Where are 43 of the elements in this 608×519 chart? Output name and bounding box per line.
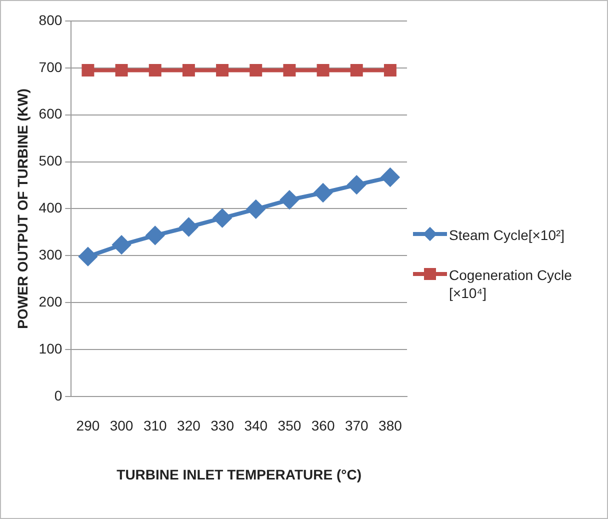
x-tick-label: 330: [210, 418, 234, 434]
x-tick-label: 310: [143, 418, 168, 434]
point: [314, 184, 332, 202]
x-tick-label: 300: [110, 418, 134, 434]
x-tick-label: 340: [244, 418, 268, 434]
legend-label: Cogeneration Cycle [×10⁴]: [449, 266, 573, 302]
point: [146, 226, 164, 244]
x-tick-label: 350: [278, 418, 302, 434]
point: [246, 200, 265, 218]
y-axis-title: POWER OUTPUT OF TURBINE (KW): [14, 88, 30, 329]
legend-label: Steam Cycle[×10²]: [449, 226, 566, 244]
y-tick-label: 700: [38, 58, 62, 75]
y-tick-label: 400: [38, 200, 62, 216]
y-tick-label: 800: [38, 12, 62, 28]
y-tick-label: 500: [38, 152, 62, 169]
x-tick-label: 320: [177, 418, 201, 434]
point: [381, 168, 400, 186]
point: [216, 64, 229, 77]
point: [213, 209, 232, 228]
point: [280, 190, 298, 209]
x-axis-title: TURBINE INLET TEMPERATURE (°C): [116, 466, 362, 482]
x-tick-label: 380: [378, 418, 402, 434]
point: [115, 64, 128, 77]
point: [384, 64, 396, 77]
y-tick-label: 300: [38, 246, 62, 262]
x-tick-label: 370: [344, 418, 369, 434]
x-tick-label: 290: [76, 418, 100, 434]
y-tick-label: 200: [38, 293, 62, 310]
point: [112, 236, 131, 254]
point: [148, 64, 162, 77]
y-tick-label: 0: [54, 387, 62, 404]
point: [316, 64, 330, 77]
x-tick-label: 360: [311, 418, 335, 434]
point: [350, 64, 363, 77]
point: [180, 218, 198, 236]
point: [348, 176, 366, 194]
point: [283, 64, 296, 77]
point: [82, 64, 94, 77]
point: [182, 64, 195, 77]
point: [250, 64, 262, 77]
y-tick-label: 600: [38, 106, 62, 122]
point: [78, 248, 97, 266]
y-tick-label: 100: [38, 340, 62, 356]
